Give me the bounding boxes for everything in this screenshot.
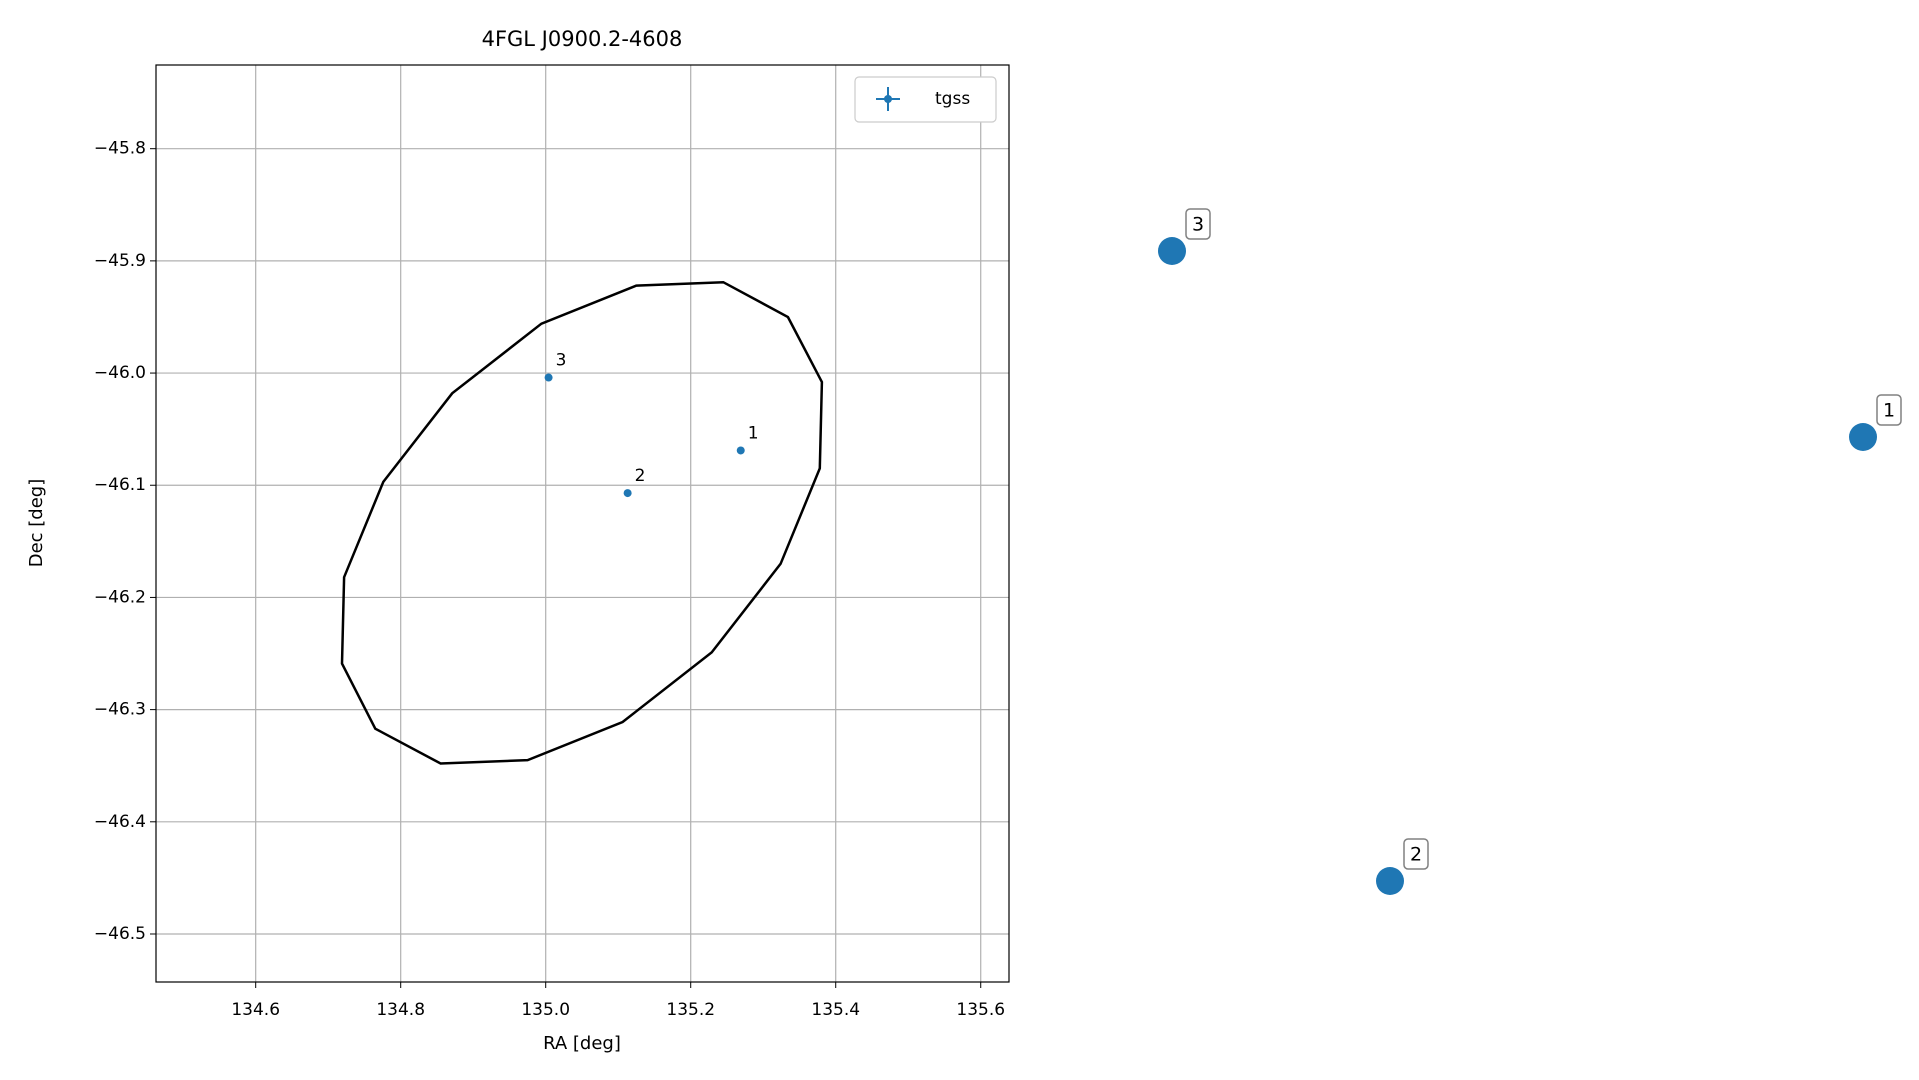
legend-icon [884,95,892,103]
data-point [623,489,632,498]
x-tick-label: 134.6 [231,1000,280,1020]
label-box [1403,838,1429,870]
x-tick-label: 135.4 [811,1000,860,1020]
data-point [736,446,745,455]
x-tick-label: 135.6 [956,1000,1005,1020]
axes-frame [155,64,1010,983]
error-ellipse [340,280,824,765]
y-tick-label: −45.9 [94,251,146,271]
y-tick-label: −46.5 [94,924,146,944]
source-label: 3 [1192,214,1204,236]
y-tick-label: −46.3 [94,700,146,720]
source-marker [1376,867,1404,895]
source-label: 2 [1410,844,1422,866]
y-tick-label: −46.0 [94,363,146,383]
chart-title: 4FGL J0900.2-4608 [482,27,683,51]
point-label: 3 [556,351,567,371]
y-tick-label: −46.4 [94,812,146,832]
legend-label: tgss [935,89,970,109]
y-tick-label: −46.2 [94,587,146,607]
point-label: 2 [635,466,646,486]
x-tick-label: 135.0 [521,1000,570,1020]
data-point [544,373,553,382]
source-label: 1 [1883,400,1895,422]
x-tick-label: 135.2 [666,1000,715,1020]
source-marker [1158,237,1186,265]
y-axis-label: Dec [deg] [26,479,47,568]
source-marker [1849,423,1877,451]
y-tick-label: −45.8 [94,139,146,159]
point-label: 1 [748,423,759,443]
y-tick-label: −46.1 [94,475,146,495]
label-box [1185,208,1211,240]
label-box [1876,394,1902,426]
legend-box [854,76,997,123]
x-axis-label: RA [deg] [543,1033,621,1054]
x-tick-label: 134.8 [376,1000,425,1020]
